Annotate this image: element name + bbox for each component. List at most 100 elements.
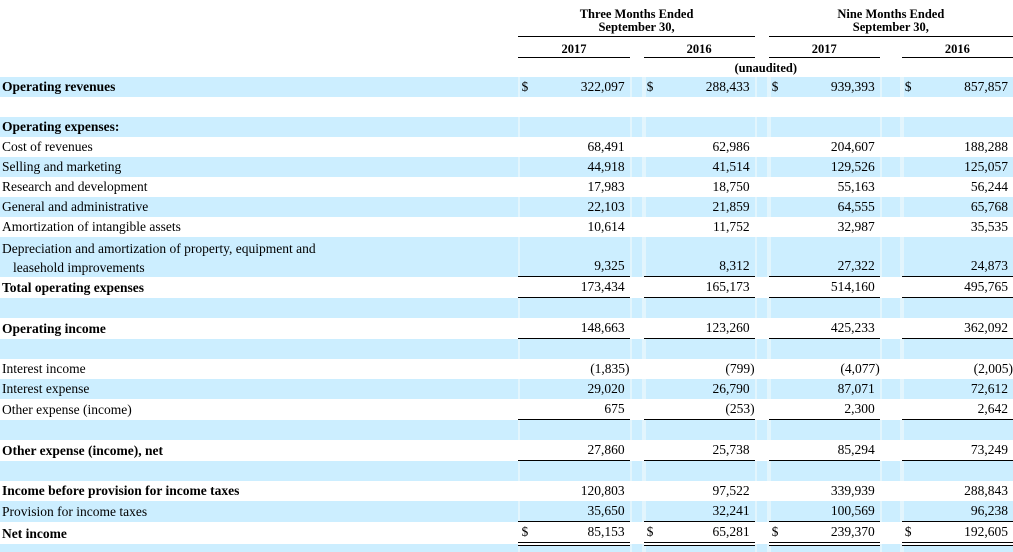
currency-symbol: [518, 544, 535, 552]
nine-months-ended-header: Nine Months Ended September 30,: [768, 0, 1013, 37]
column-gap: [630, 137, 644, 157]
column-gap: [879, 460, 902, 481]
header-gap: [755, 0, 769, 37]
cell-value: 22,103: [534, 197, 630, 217]
row-label: [0, 419, 519, 440]
row-interest-expense: Interest expense 29,020 26,790 87,071 72,612: [0, 379, 1013, 399]
cell-value: 32,241: [659, 501, 755, 522]
currency-symbol: [518, 237, 535, 277]
column-gap: [630, 399, 644, 420]
column-gap: [754, 117, 769, 137]
column-gap: [879, 419, 902, 440]
currency-symbol: [643, 379, 660, 399]
column-gap: [754, 77, 769, 97]
cell-value: 32,987: [837, 219, 875, 234]
column-gap: [754, 157, 769, 177]
row-label: Research and development: [2, 179, 148, 194]
column-gap: [754, 379, 769, 399]
row-research-and-development: Research and development 17,983 18,750 55,1…: [0, 177, 1013, 197]
cell-value: 204,607: [830, 139, 875, 154]
column-gap: [630, 522, 644, 545]
cell-value: (1,835): [590, 361, 630, 376]
column-gap: [755, 481, 769, 501]
period-title-line1: Three Months Ended: [579, 7, 694, 21]
row-general-and-administrative: General and administrative 22,103 21,859 64…: [0, 197, 1013, 217]
currency-symbol: [518, 419, 535, 440]
row-spacer: [0, 97, 1013, 117]
currency-symbol: [518, 318, 535, 339]
cell-value: 239,370: [784, 521, 880, 546]
currency-symbol: [901, 237, 918, 277]
column-gap: [630, 217, 644, 237]
currency-symbol: [518, 97, 534, 117]
column-gap: [754, 501, 769, 522]
cell-value: 24,873: [917, 237, 1013, 277]
cell-value: 17,983: [587, 179, 625, 194]
cell-value: 188,288: [964, 139, 1008, 154]
cell-value: 148,663: [534, 318, 630, 339]
currency-symbol: [902, 177, 918, 197]
column-gap: [879, 117, 902, 137]
currency-symbol: [902, 137, 918, 157]
column-gap: [879, 338, 902, 359]
row-spacer: [0, 544, 1013, 552]
currency-symbol: [902, 481, 918, 501]
column-gap: [754, 297, 769, 318]
column-gap: [880, 481, 902, 501]
row-label: [0, 338, 519, 359]
currency-symbol: [769, 359, 785, 379]
column-gap: [629, 117, 644, 137]
column-gap: [755, 137, 769, 157]
column-header-year: 2017: [768, 36, 880, 58]
currency-symbol: [644, 217, 660, 237]
currency-symbol: [643, 276, 660, 298]
currency-symbol: [643, 460, 660, 481]
currency-symbol: [902, 217, 918, 237]
column-gap: [629, 237, 644, 277]
currency-symbol: [518, 359, 534, 379]
currency-symbol: [768, 157, 785, 177]
column-gap: [630, 97, 644, 117]
column-gap: [880, 318, 902, 339]
row-label: Other expense (income), net: [2, 442, 163, 458]
column-gap: [879, 379, 902, 399]
column-gap: [880, 97, 902, 117]
currency-symbol: $: [643, 521, 660, 546]
currency-symbol: [768, 117, 785, 137]
cell-value: [534, 460, 630, 481]
column-gap: [630, 177, 644, 197]
cell-value: 9,325: [534, 237, 630, 277]
currency-symbol: [643, 440, 660, 461]
header-label-spacer: [0, 57, 518, 77]
column-gap: [754, 460, 769, 481]
table-body: Operating revenues $322,097 $288,433 $939,3…: [0, 77, 1013, 552]
column-gap: [629, 157, 644, 177]
cell-value: 62,986: [712, 139, 750, 154]
cell-value: [917, 419, 1013, 440]
column-gap: [629, 77, 644, 97]
currency-symbol: [901, 197, 918, 217]
cell-value: 322,097: [534, 77, 630, 97]
cell-value: 129,526: [784, 157, 880, 177]
currency-symbol: [643, 399, 660, 420]
cell-value: 495,765: [917, 276, 1013, 298]
column-gap: [880, 177, 902, 197]
currency-symbol: [644, 177, 660, 197]
cell-value: 939,393: [784, 77, 880, 97]
column-gap: [629, 460, 644, 481]
currency-symbol: [643, 237, 660, 277]
year-header-row: 2017 2016 2017 2016: [0, 36, 1013, 58]
column-gap: [880, 440, 902, 461]
column-gap: [629, 544, 644, 552]
column-gap: [880, 399, 902, 420]
cell-value: [659, 117, 755, 137]
column-gap: [755, 399, 769, 420]
currency-symbol: [901, 460, 918, 481]
column-header-year: 2017: [518, 36, 630, 58]
currency-symbol: [901, 297, 918, 318]
cell-value: 56,244: [970, 179, 1008, 194]
cell-value: 339,939: [830, 483, 875, 498]
currency-symbol: [518, 501, 535, 522]
cell-value: 85,294: [784, 440, 880, 461]
